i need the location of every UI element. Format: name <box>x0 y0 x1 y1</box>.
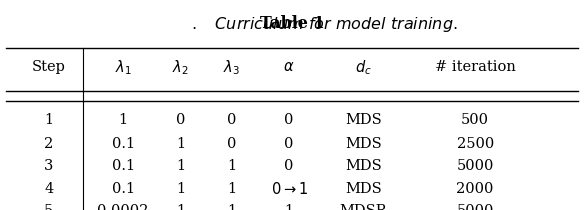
Text: 500: 500 <box>461 113 489 127</box>
Text: $d_c$: $d_c$ <box>355 58 372 77</box>
Text: Step: Step <box>32 60 66 75</box>
Text: MDSR: MDSR <box>340 204 387 210</box>
Text: 0: 0 <box>284 113 294 127</box>
Text: 2500: 2500 <box>457 137 493 151</box>
Text: $0{\rightarrow}1$: $0{\rightarrow}1$ <box>270 181 308 197</box>
Text: 5: 5 <box>44 204 53 210</box>
Text: MDS: MDS <box>345 182 382 196</box>
Text: 0: 0 <box>176 113 185 127</box>
Text: # iteration: # iteration <box>434 60 516 75</box>
Text: 1: 1 <box>176 159 185 173</box>
Text: 0: 0 <box>227 113 237 127</box>
Text: 3: 3 <box>44 159 54 173</box>
Text: 1: 1 <box>176 182 185 196</box>
Text: MDS: MDS <box>345 113 382 127</box>
Text: $\lambda_1$: $\lambda_1$ <box>115 58 131 77</box>
Text: 5000: 5000 <box>457 204 494 210</box>
Text: 1: 1 <box>284 204 294 210</box>
Text: 4: 4 <box>44 182 53 196</box>
Text: $\it{.\ \ \ Curriculum\ for\ model\ training.}$: $\it{.\ \ \ Curriculum\ for\ model\ trai… <box>191 15 457 34</box>
Text: 5000: 5000 <box>457 159 494 173</box>
Text: $\alpha$: $\alpha$ <box>283 60 295 75</box>
Text: MDS: MDS <box>345 159 382 173</box>
Text: 2000: 2000 <box>457 182 494 196</box>
Text: $\lambda_3$: $\lambda_3$ <box>224 58 241 77</box>
Text: 0: 0 <box>227 137 237 151</box>
Text: 1: 1 <box>176 137 185 151</box>
Text: Table 1: Table 1 <box>260 15 324 32</box>
Text: 1: 1 <box>227 204 237 210</box>
Text: MDS: MDS <box>345 137 382 151</box>
Text: 1: 1 <box>44 113 53 127</box>
Text: 0: 0 <box>284 159 294 173</box>
Text: $\lambda_2$: $\lambda_2$ <box>172 58 189 77</box>
Text: 2: 2 <box>44 137 53 151</box>
Text: 1: 1 <box>227 159 237 173</box>
Text: 0.1: 0.1 <box>112 137 135 151</box>
Text: 0.1: 0.1 <box>112 182 135 196</box>
Text: 0.0002: 0.0002 <box>98 204 149 210</box>
Text: 1: 1 <box>176 204 185 210</box>
Text: 0: 0 <box>284 137 294 151</box>
Text: 1: 1 <box>119 113 128 127</box>
Text: 1: 1 <box>227 182 237 196</box>
Text: 0.1: 0.1 <box>112 159 135 173</box>
